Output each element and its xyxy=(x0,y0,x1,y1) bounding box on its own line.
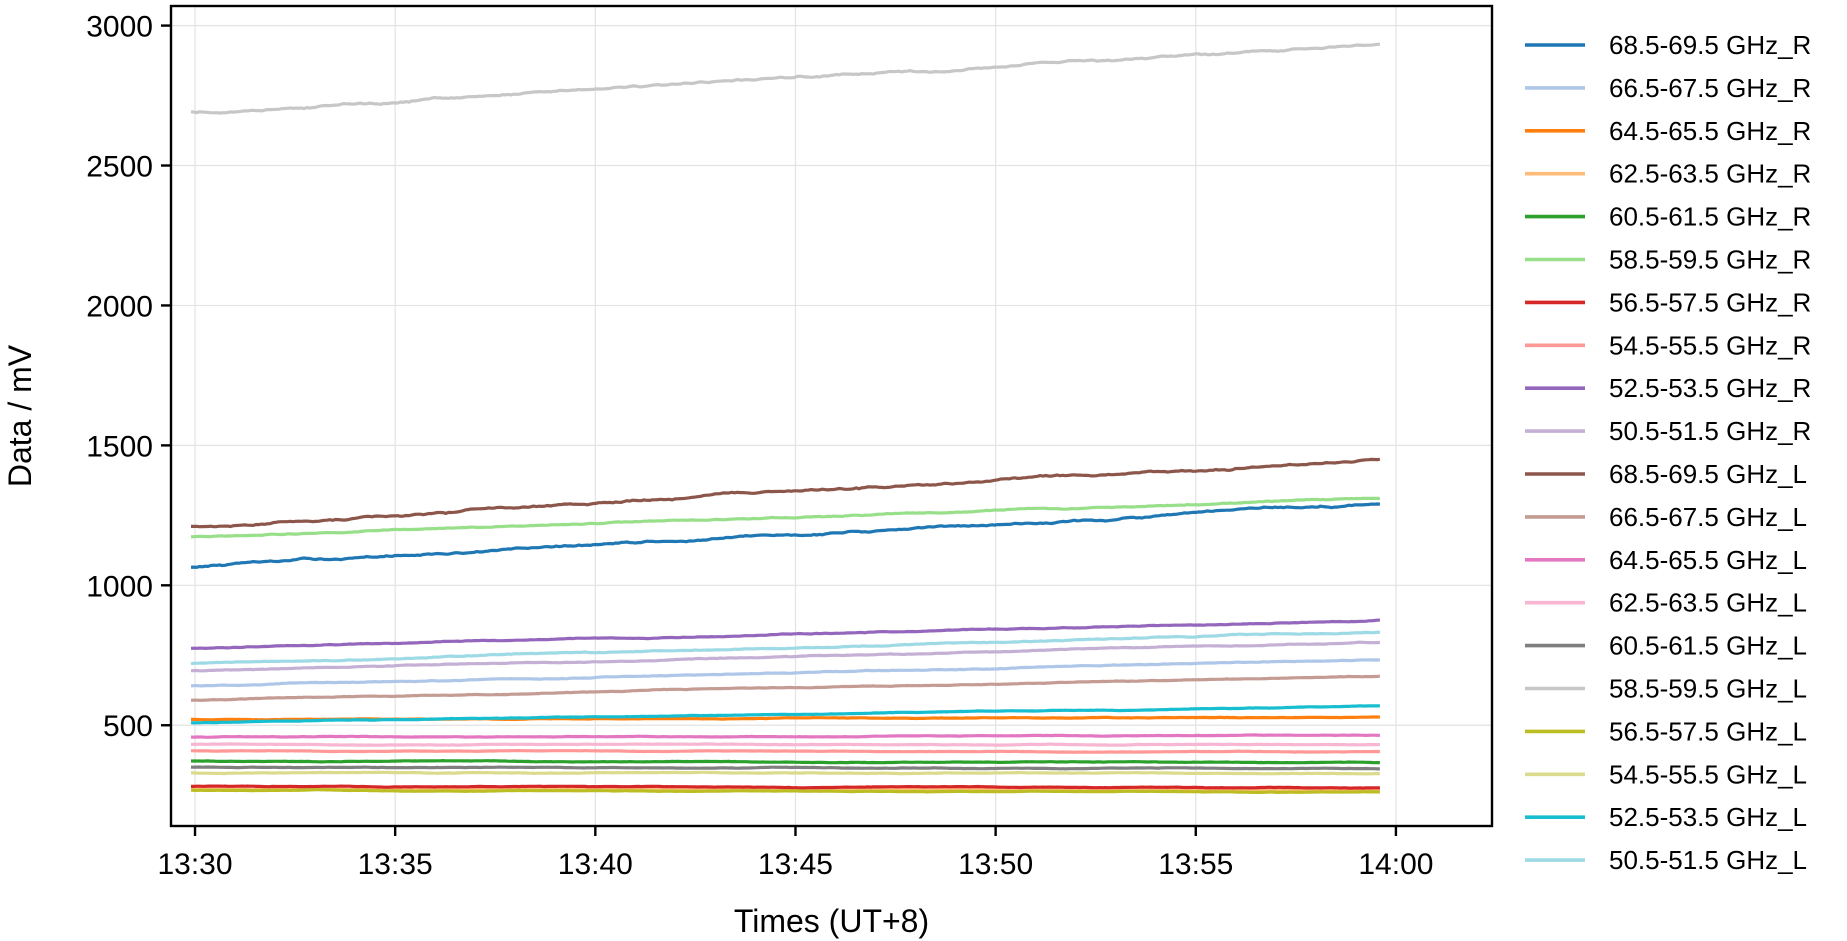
y-tick-label: 1500 xyxy=(86,430,153,463)
x-axis-title: Times (UT+8) xyxy=(734,903,929,939)
legend-label: 66.5-67.5 GHz_R xyxy=(1609,73,1811,103)
legend-label: 52.5-53.5 GHz_L xyxy=(1609,802,1807,832)
x-tick-label: 13:35 xyxy=(358,848,433,881)
x-tick-label: 13:45 xyxy=(758,848,833,881)
y-tick-label: 2000 xyxy=(86,290,153,323)
grid xyxy=(171,6,1492,826)
legend-label: 54.5-55.5 GHz_R xyxy=(1609,330,1811,360)
legend-label: 58.5-59.5 GHz_L xyxy=(1609,674,1807,704)
x-axis: 13:30 13:35 13:40 13:45 13:50 13:55 14:00 xyxy=(157,826,1433,881)
legend: 68.5-69.5 GHz_R 66.5-67.5 GHz_R 64.5-65.5 … xyxy=(1525,30,1811,875)
legend-label: 60.5-61.5 GHz_L xyxy=(1609,631,1807,661)
legend-label: 68.5-69.5 GHz_R xyxy=(1609,30,1811,60)
y-tick-label: 1000 xyxy=(86,570,153,603)
plot-frame xyxy=(169,4,1494,828)
series-line xyxy=(190,770,1380,776)
series-line xyxy=(190,658,1380,688)
legend-label: 50.5-51.5 GHz_L xyxy=(1609,845,1807,875)
series-line xyxy=(190,618,1381,650)
y-tick-label: 500 xyxy=(103,710,153,743)
legend-label: 56.5-57.5 GHz_R xyxy=(1609,287,1811,317)
x-tick-label: 13:55 xyxy=(1158,848,1233,881)
series-line xyxy=(191,759,1380,765)
legend-label: 54.5-55.5 GHz_L xyxy=(1609,759,1807,789)
series-lines xyxy=(190,42,1381,794)
legend-label: 60.5-61.5 GHz_R xyxy=(1609,202,1811,232)
legend-label: 50.5-51.5 GHz_R xyxy=(1609,416,1811,446)
legend-label: 52.5-53.5 GHz_R xyxy=(1609,373,1811,403)
legend-label: 64.5-65.5 GHz_L xyxy=(1609,545,1807,575)
series-line xyxy=(190,749,1380,754)
series-line xyxy=(190,502,1380,569)
series-line xyxy=(190,788,1380,794)
series-line xyxy=(190,674,1381,702)
legend-label: 58.5-59.5 GHz_R xyxy=(1609,245,1811,275)
series-line xyxy=(190,704,1380,725)
y-tick-label: 3000 xyxy=(86,11,153,44)
series-line xyxy=(190,630,1381,666)
legend-label: 64.5-65.5 GHz_R xyxy=(1609,116,1811,146)
x-tick-label: 13:40 xyxy=(558,848,633,881)
x-tick-label: 13:50 xyxy=(958,848,1033,881)
series-line xyxy=(190,640,1380,673)
y-axis-title: Data / mV xyxy=(2,344,38,487)
series-line xyxy=(190,742,1380,747)
legend-label: 62.5-63.5 GHz_L xyxy=(1609,588,1807,618)
y-tick-label: 2500 xyxy=(86,151,153,184)
series-line xyxy=(190,733,1380,739)
series-line xyxy=(190,765,1380,771)
legend-label: 56.5-57.5 GHz_L xyxy=(1609,716,1807,746)
legend-label: 66.5-67.5 GHz_L xyxy=(1609,502,1807,532)
legend-label: 68.5-69.5 GHz_L xyxy=(1609,459,1807,489)
x-tick-label: 13:30 xyxy=(157,848,232,881)
series-line xyxy=(190,496,1380,539)
series-line xyxy=(190,42,1381,115)
series-line xyxy=(191,457,1381,529)
series-line xyxy=(191,784,1380,790)
legend-label: 62.5-63.5 GHz_R xyxy=(1609,159,1811,189)
y-axis: 500 1000 1500 2000 2500 3000 xyxy=(86,11,171,743)
x-tick-label: 14:00 xyxy=(1358,848,1433,881)
